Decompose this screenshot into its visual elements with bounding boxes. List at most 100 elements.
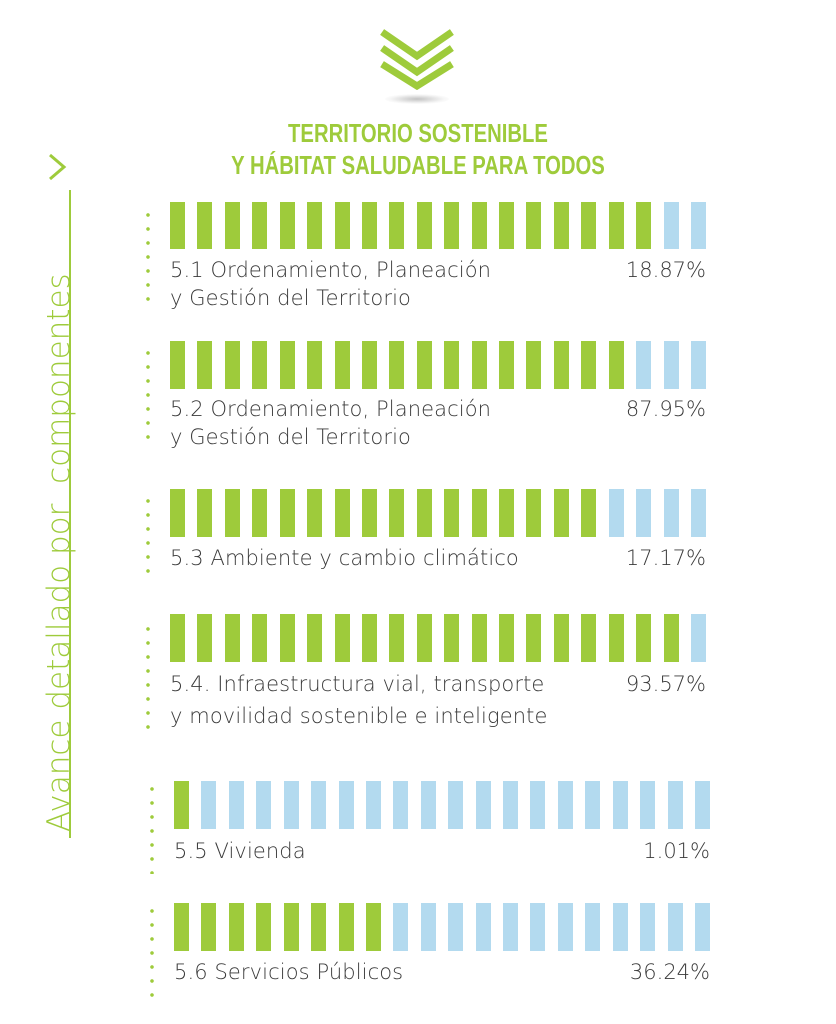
component-label-line-2: y Gestión del Territorio [170,286,411,310]
progress-bar-filled [334,202,350,249]
component-label-line-1: 5.4. Infraestructura vial, transporte [170,672,545,696]
progress-bar-filled [581,341,597,389]
progress-bar-filled [279,341,295,389]
progress-bar-remaining [640,781,656,829]
component-label-line-2: y Gestión del Territorio [170,425,411,449]
progress-bar-filled [361,341,377,389]
progress-bar-group [170,202,706,249]
component-label: 5.4. Infraestructura vial, transporte y m… [170,670,547,730]
progress-bar-filled [224,614,240,662]
progress-bar-filled [526,341,542,389]
progress-bar-filled [283,903,299,951]
component-percentage: 36.24% [629,960,710,984]
progress-bar-remaining [503,903,519,951]
chart-title-line-2: Y HÁBITAT SALUDABLE PARA TODOS [231,150,605,180]
progress-bar-filled [311,903,327,951]
progress-bar-remaining [530,903,546,951]
component-label-line-1: 5.6 Servicios Públicos [174,960,404,984]
dotted-guide [150,904,154,1000]
progress-bar-filled [608,614,624,662]
progress-bar-group [174,781,710,829]
progress-bar-remaining [228,781,244,829]
progress-bar-filled [256,903,272,951]
progress-bar-filled [444,341,460,389]
progress-bar-filled [389,202,405,249]
progress-bar-filled [416,202,432,249]
progress-bar-remaining [393,781,409,829]
progress-bar-remaining [393,903,409,951]
progress-bar-filled [416,489,432,537]
progress-bar-remaining [530,781,546,829]
progress-bar-remaining [420,903,436,951]
component-label: 5.6 Servicios Públicos [174,958,403,986]
progress-bar-remaining [667,781,683,829]
progress-bar-filled [471,202,487,249]
progress-bar-remaining [691,202,706,249]
progress-bar-filled [197,614,213,662]
progress-bar-filled [338,903,354,951]
progress-bar-filled [444,202,460,249]
progress-bar-filled [334,489,350,537]
progress-bar-remaining [503,781,519,829]
progress-bar-group [170,614,706,662]
progress-bar-filled [553,614,569,662]
progress-bar-remaining [475,781,491,829]
progress-bar-remaining [585,781,601,829]
triple-chevron-down-icon [380,29,454,90]
progress-bar-filled [444,489,460,537]
progress-bar-remaining [640,903,656,951]
progress-bar-remaining [663,489,679,537]
progress-bar-filled [526,614,542,662]
progress-bar-filled [174,781,189,829]
chevron-right-icon [49,153,67,181]
progress-bar-filled [553,489,569,537]
progress-bar-filled [252,341,268,389]
progress-bar-remaining [691,614,706,662]
progress-bar-filled [581,489,597,537]
progress-bar-filled [279,202,295,249]
progress-bar-remaining [636,341,652,389]
component-percentage: 93.57% [625,672,706,696]
progress-bar-filled [471,341,487,389]
progress-bar-filled [224,202,240,249]
progress-bar-filled [201,903,217,951]
progress-bar-filled [334,341,350,389]
progress-bar-filled [170,614,185,662]
progress-bar-remaining [448,903,464,951]
component-percentage: 1.01% [643,839,710,863]
progress-bar-filled [174,903,189,951]
progress-bar-remaining [667,903,683,951]
progress-bar-filled [197,341,213,389]
progress-bar-filled [307,202,323,249]
progress-bar-filled [365,903,381,951]
component-label: 5.2 Ordenamiento, Planeación y Gestión de… [170,395,491,451]
progress-bar-remaining [585,903,601,951]
progress-bar-group [170,489,706,537]
chevron-shadow [385,94,449,104]
dotted-guide [146,622,150,730]
dotted-guide [146,346,150,446]
progress-bar-remaining [448,781,464,829]
progress-bar-filled [170,489,185,537]
progress-bar-filled [663,614,679,662]
progress-bar-filled [416,614,432,662]
progress-bar-remaining [311,781,327,829]
component-percentage: 87.95% [625,397,706,421]
component-label-line-1: 5.1 Ordenamiento, Planeación [170,258,492,282]
progress-bar-filled [252,614,268,662]
progress-bar-filled [499,614,515,662]
progress-bar-filled [334,614,350,662]
component-label: 5.3 Ambiente y cambio climático [170,544,519,572]
progress-bar-remaining [691,489,706,537]
progress-bar-remaining [612,903,628,951]
progress-bar-filled [389,341,405,389]
progress-bar-remaining [612,781,628,829]
progress-bar-filled [608,202,624,249]
side-axis-label: Avance detallado por componentes [41,273,77,832]
side-label-underline [69,190,71,838]
progress-bar-filled [581,202,597,249]
progress-bar-filled [416,341,432,389]
component-label-line-1: 5.5 Vivienda [174,839,306,863]
component-percentage: 18.87% [625,258,706,282]
progress-bar-filled [279,614,295,662]
